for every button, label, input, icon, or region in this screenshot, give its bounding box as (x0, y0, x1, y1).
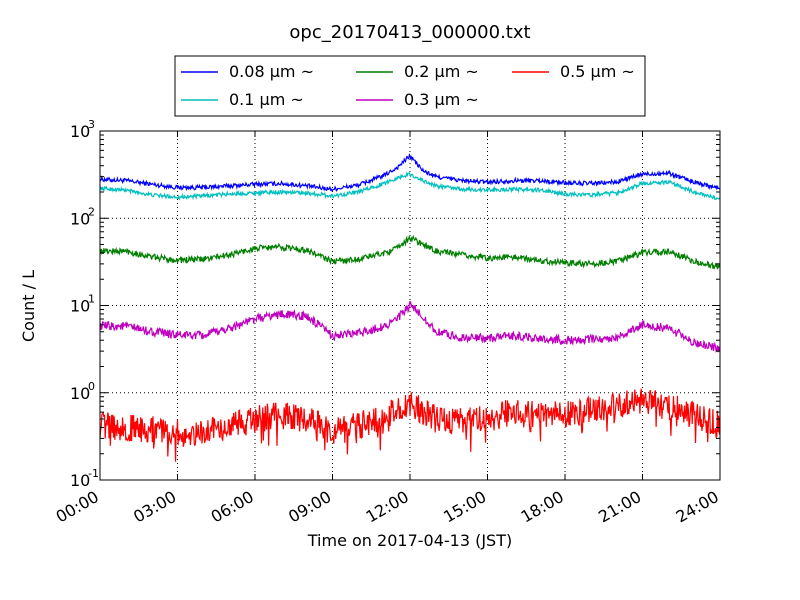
y-tick-label: 102 (70, 205, 95, 228)
legend-box (174, 55, 646, 117)
y-tick-label: 10-1 (70, 467, 99, 490)
y-tick-exponent: 2 (88, 205, 95, 218)
series-line (99, 153, 721, 192)
x-tick-label: 03:00 (130, 487, 179, 527)
x-tick-label: 21:00 (595, 487, 644, 527)
series-layer (99, 153, 721, 462)
y-tick-base: 10 (70, 384, 90, 403)
y-tick-base: 10 (70, 297, 90, 316)
y-tick-base: 10 (70, 122, 90, 141)
x-tick-label: 12:00 (363, 487, 412, 527)
x-axis-label: Time on 2017-04-13 (JST) (307, 531, 512, 550)
y-tick-exponent: 0 (88, 380, 95, 393)
series-line (99, 171, 721, 201)
y-tick-exponent: 1 (88, 293, 95, 306)
y-tick-label: 101 (70, 293, 95, 316)
series-line (99, 388, 721, 462)
x-tick-label: 24:00 (673, 487, 722, 527)
y-tick-label: 103 (70, 118, 95, 141)
y-tick-base: 10 (70, 471, 90, 490)
x-tick-label: 00:00 (53, 487, 102, 527)
series-line (99, 234, 721, 270)
chart-title: opc_20170413_000000.txt (289, 22, 530, 43)
y-axis-label: Count / L (19, 270, 38, 342)
series-line (99, 300, 721, 354)
x-axis: 00:00 03:00 06:00 09:00 12:00 15:00 18:00 21:00… (53, 131, 722, 527)
x-tick-label: 06:00 (208, 487, 257, 527)
y-tick-exponent: -1 (88, 467, 99, 480)
legend-label: 0.1 μm ~ (229, 90, 304, 109)
y-tick-label: 100 (70, 380, 95, 403)
x-tick-label: 09:00 (285, 487, 334, 527)
legend-label: 0.2 μm ~ (404, 62, 479, 81)
y-tick-exponent: 3 (88, 118, 95, 131)
x-tick-label: 18:00 (518, 487, 567, 527)
y-tick-base: 10 (70, 209, 90, 228)
x-tick-label: 15:00 (440, 487, 489, 527)
legend-label: 0.3 μm ~ (404, 90, 479, 109)
legend: 0.08 μm ~ 0.1 μm ~ 0.2 μm ~ 0.3 μm ~ 0.5 μm … (174, 55, 646, 117)
legend-label: 0.08 μm ~ (229, 62, 314, 81)
legend-label: 0.5 μm ~ (560, 62, 635, 81)
grid (100, 131, 720, 480)
